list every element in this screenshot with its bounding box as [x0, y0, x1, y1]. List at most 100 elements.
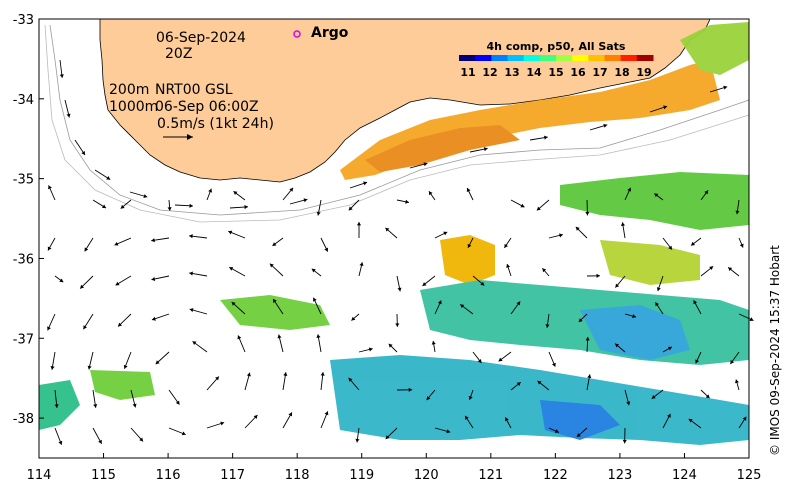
x-tick-label: 116 [156, 468, 181, 483]
current-arrow-head [651, 395, 656, 399]
current-arrow-head [215, 376, 219, 381]
colorbar-tick-label: 12 [482, 66, 497, 79]
x-tick-label: 115 [91, 468, 116, 483]
current-arrow-head [87, 365, 92, 370]
current-arrow-head [468, 395, 473, 400]
current-arrow-head [423, 162, 428, 167]
current-arrow-head [516, 301, 521, 306]
colorbar-tick-label: 17 [592, 66, 607, 79]
current-arrow-head [93, 404, 98, 408]
current-arrow-head [506, 264, 511, 268]
x-tick-label: 124 [672, 468, 697, 483]
current-arrow-head [115, 281, 120, 286]
time-label: 20Z [165, 46, 193, 62]
current-arrow-head [106, 176, 111, 180]
colorbar-tick-label: 18 [614, 66, 629, 79]
current-arrow-head [466, 188, 471, 192]
x-tick-label: 119 [349, 468, 374, 483]
current-arrow-head [426, 396, 431, 401]
current-arrow-head [58, 440, 63, 445]
current-arrow-head [734, 379, 739, 384]
current-arrow-head [102, 204, 107, 209]
x-tick-label: 118 [285, 468, 310, 483]
current-arrow-head [735, 210, 740, 215]
current-arrow-head [114, 241, 119, 246]
current-arrow-head [395, 323, 400, 327]
current-arrow-head [632, 314, 636, 319]
current-arrow-head [505, 417, 509, 422]
current-arrow-head [405, 199, 409, 204]
current-arrow-head [139, 437, 144, 442]
colorbar-swatch [588, 55, 605, 61]
colorbar-tick-label: 19 [636, 66, 651, 79]
colorbar-tick-label: 11 [460, 66, 475, 79]
colorbar-tick-label: 14 [526, 66, 542, 79]
current-arrow-head [504, 243, 509, 248]
current-arrow-head [668, 245, 672, 250]
current-arrow-head [578, 318, 583, 322]
current-vectors [47, 59, 754, 445]
current-arrow-head [537, 380, 542, 385]
current-arrow-head [288, 412, 293, 417]
scale-label: 0.5m/s (1kt 24h) [157, 116, 274, 132]
current-arrow-head [656, 287, 661, 292]
current-arrow-head [587, 374, 592, 379]
depth-1000-label: 1000m [109, 99, 159, 115]
y-tick-label: -34 [13, 93, 34, 108]
current-arrow-head [316, 211, 321, 216]
current-arrow-head [620, 222, 626, 227]
current-arrow-head [388, 343, 393, 348]
current-arrow-head [709, 266, 714, 271]
current-arrow-head [253, 415, 258, 419]
colorbar-swatch [572, 55, 589, 61]
alt-date-label: 06-Sep 06:00Z [155, 99, 259, 115]
current-arrow-head [81, 150, 85, 155]
current-arrow-head [359, 262, 364, 267]
colorbar-swatch [459, 55, 476, 61]
colorbar-swatch [491, 55, 508, 61]
colorbar-swatch [539, 55, 557, 61]
colorbar-tick-label: 13 [504, 66, 519, 79]
current-arrow-head [151, 277, 156, 282]
current-arrow-head [151, 316, 156, 321]
x-tick-label: 114 [27, 468, 52, 483]
current-arrow-head [189, 234, 193, 239]
current-arrow-head [220, 421, 225, 426]
product-label: NRT00 GSL [155, 82, 233, 98]
argo-label: Argo [311, 25, 349, 41]
current-arrow-head [545, 324, 550, 328]
current-arrow-head [132, 403, 137, 408]
current-arrow-head [443, 231, 448, 236]
x-tick-label: 120 [414, 468, 439, 483]
current-arrow-head [554, 429, 559, 433]
current-arrow-head [663, 105, 668, 110]
current-arrow-head [175, 400, 180, 405]
current-arrow-head [536, 206, 541, 211]
scale-arrow-head [187, 134, 193, 140]
current-arrow-head [431, 340, 436, 345]
current-arrow-head [446, 429, 451, 434]
current-arrow-head [348, 206, 353, 211]
current-arrow-head [348, 377, 353, 382]
current-arrow-head [189, 308, 194, 313]
current-arrow-head [59, 74, 64, 78]
current-arrow-head [324, 247, 329, 252]
current-arrow-head [542, 268, 547, 273]
current-arrow-head [460, 304, 465, 309]
current-arrow-head [691, 241, 696, 246]
y-tick-label: -33 [13, 13, 34, 28]
colorbar-tick-label: 16 [570, 66, 586, 79]
current-arrow-head [289, 187, 294, 192]
current-arrow-head [397, 287, 402, 292]
x-axis: 114 115 116 117 118 119 120 121 122 123 124 125 [27, 453, 762, 483]
current-arrow-head [467, 243, 472, 248]
current-arrow-head [312, 297, 317, 302]
current-arrow-head [428, 191, 433, 196]
current-arrow-head [155, 360, 160, 365]
contour-1000m [44, 24, 750, 223]
current-arrow-head [192, 341, 197, 345]
x-tick-label: 125 [737, 468, 762, 483]
current-arrow-head [244, 204, 248, 210]
current-arrow-head [742, 416, 747, 421]
current-arrow-head [575, 226, 580, 231]
